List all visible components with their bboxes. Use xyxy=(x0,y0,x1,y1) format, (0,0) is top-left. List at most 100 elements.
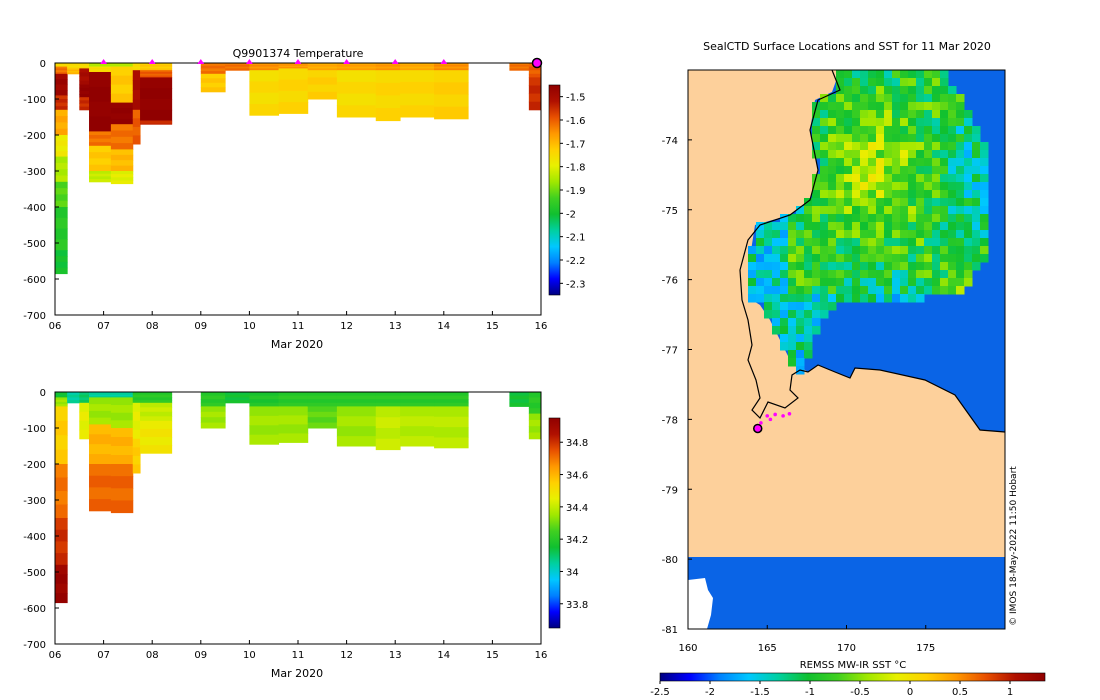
sst-pixel xyxy=(804,230,813,239)
sst-pixel xyxy=(972,174,981,183)
sst-pixel xyxy=(852,286,861,295)
profile-cell xyxy=(110,143,134,150)
sst-pixel xyxy=(836,166,845,175)
sst-pixel xyxy=(852,70,861,79)
profile-cell xyxy=(336,416,377,427)
sst-pixel xyxy=(828,206,837,215)
sst-pixel xyxy=(948,238,957,247)
sst-pixel xyxy=(852,278,861,287)
sst-pixel xyxy=(980,222,989,231)
sst-pixel xyxy=(948,86,957,95)
sst-pixel xyxy=(900,94,909,103)
track-point xyxy=(781,414,785,418)
lat-tick-label: -79 xyxy=(662,485,678,496)
profile-cell xyxy=(249,66,280,69)
sst-pixel xyxy=(884,142,893,151)
sst-pixel xyxy=(908,134,917,143)
sst-pixel xyxy=(772,318,781,327)
colorbar-tick-label: 34.4 xyxy=(566,503,588,514)
profile-cell xyxy=(200,406,226,413)
profile-cell xyxy=(528,392,541,398)
sst-pixel xyxy=(788,358,797,367)
sst-pixel xyxy=(860,126,869,135)
profile-cell xyxy=(200,73,226,79)
sst-pixel xyxy=(900,134,909,143)
profile-cell xyxy=(140,411,173,417)
sst-pixel xyxy=(908,214,917,223)
sst-pixel xyxy=(852,126,861,135)
sst-pixel xyxy=(980,190,989,199)
profile-cell xyxy=(375,395,401,400)
sst-pixel xyxy=(780,286,789,295)
lon-tick-label: 165 xyxy=(758,643,777,654)
y-tick-label: -700 xyxy=(23,311,46,322)
sst-pixel xyxy=(812,302,821,311)
sst-pixel xyxy=(972,230,981,239)
profile-cell xyxy=(67,63,90,65)
sst-pixel xyxy=(916,158,925,167)
profile-cell xyxy=(509,399,541,404)
sst-pixel xyxy=(820,158,829,167)
colorbar-tick-label: 34.2 xyxy=(566,535,588,546)
temperature-xlabel: Mar 2020 xyxy=(271,338,323,351)
profile-cell xyxy=(110,428,134,438)
sst-pixel xyxy=(788,270,797,279)
profile-cell xyxy=(307,422,338,429)
sst-map-panel: SealCTD Surface Locations and SST for 11… xyxy=(650,40,1046,698)
sst-pixel xyxy=(844,134,853,143)
profile-cell xyxy=(79,97,90,101)
sst-pixel xyxy=(924,286,933,295)
sst-pixel xyxy=(892,78,901,87)
sst-pixel xyxy=(772,230,781,239)
sst-pixel xyxy=(852,102,861,111)
colorbar-tick-label: -2.3 xyxy=(566,279,586,290)
sst-pixel xyxy=(876,254,885,263)
sst-pixel xyxy=(812,126,821,135)
profile-cell xyxy=(307,66,338,69)
profile-cell xyxy=(307,70,338,78)
profile-cell xyxy=(67,71,90,73)
profile-cell xyxy=(79,80,90,86)
profile-cell xyxy=(434,94,469,108)
profile-cell xyxy=(55,84,68,91)
sst-pixel xyxy=(796,246,805,255)
salinity-axes: 06 07 08 09 10 11 12 13 14 15 16 0 -100 -200 -300 -400 -… xyxy=(23,388,547,661)
profile-cell xyxy=(249,425,280,436)
profile-cell xyxy=(110,118,134,125)
sst-pixel xyxy=(924,246,933,255)
profile-cell xyxy=(278,102,309,114)
profile-cell xyxy=(55,162,68,170)
profile-cell xyxy=(434,106,469,120)
profile-cell xyxy=(89,138,112,143)
profile-cell xyxy=(110,174,134,178)
sst-pixel xyxy=(916,150,925,159)
y-tick-label: 0 xyxy=(40,59,46,70)
sst-pixel xyxy=(796,350,805,359)
sst-pixel xyxy=(860,206,869,215)
profile-cell xyxy=(89,392,112,394)
colorbar-tick-label: 34 xyxy=(566,567,579,578)
sst-pixel xyxy=(820,230,829,239)
sst-pixel xyxy=(868,118,877,127)
sst-pixel xyxy=(884,278,893,287)
sst-pixel xyxy=(812,198,821,207)
profile-cell xyxy=(307,68,338,71)
sst-pixel xyxy=(964,278,973,287)
profile-cell xyxy=(336,395,377,400)
sst-pixel xyxy=(900,246,909,255)
profile-cell xyxy=(55,593,68,604)
sst-pixel xyxy=(820,246,829,255)
profile-cell xyxy=(79,402,90,413)
sst-pixel xyxy=(796,270,805,279)
profile-cell xyxy=(400,70,435,83)
sst-pixel xyxy=(972,214,981,223)
sst-pixel xyxy=(860,94,869,103)
sst-pixel xyxy=(900,70,909,79)
profile-cell xyxy=(89,397,112,405)
sst-pixel xyxy=(780,254,789,263)
sst-pixel xyxy=(948,262,957,271)
profile-cell xyxy=(140,394,173,398)
sst-pixel xyxy=(764,230,773,239)
sst-pixel xyxy=(932,86,941,95)
sst-pixel xyxy=(852,134,861,143)
